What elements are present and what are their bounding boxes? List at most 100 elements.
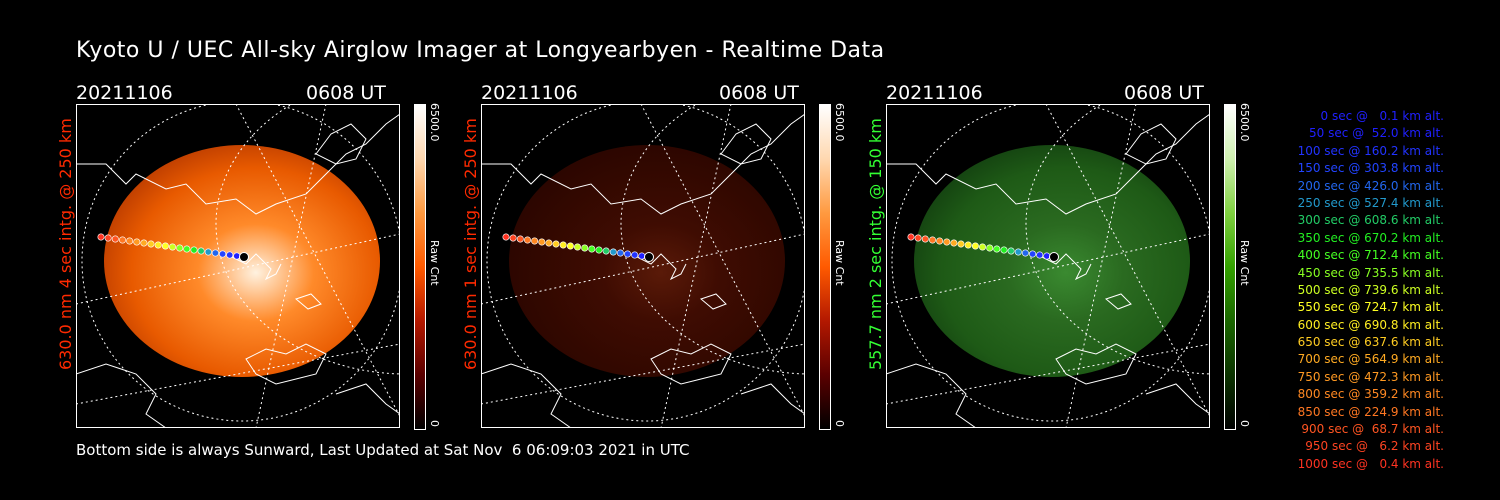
colorbar-2-unit: Raw Cnt: [833, 240, 846, 286]
airglow-image-panel-1: [76, 104, 400, 428]
panel3-time: 0608 UT: [1124, 82, 1204, 104]
colorbar-3: [1224, 104, 1236, 430]
track-point: [631, 251, 639, 259]
legend-row: 450 sec @ 735.5 km alt.: [1297, 265, 1444, 280]
legend-row: 600 sec @ 690.8 km alt.: [1297, 317, 1444, 332]
legend-row: 900 sec @ 68.7 km alt.: [1301, 422, 1444, 437]
track-point: [169, 243, 177, 251]
track-point: [1021, 249, 1029, 257]
colorbar-2: [819, 104, 831, 430]
track-point: [993, 245, 1001, 253]
track-point: [986, 244, 994, 252]
track-point: [1000, 246, 1008, 254]
legend-row: 650 sec @ 637.6 km alt.: [1297, 335, 1444, 350]
track-point: [523, 236, 531, 244]
track-point: [921, 235, 929, 243]
track-point: [609, 248, 617, 256]
track-point: [928, 236, 936, 244]
colorbar-3-max: 6500.0: [1238, 103, 1251, 142]
colorbar-1-max: 6500.0: [428, 103, 441, 142]
footer-note: Bottom side is always Sunward, Last Upda…: [76, 441, 690, 459]
legend-row: 250 sec @ 527.4 km alt.: [1297, 195, 1444, 210]
track-point: [1007, 247, 1015, 255]
track-point: [979, 243, 987, 251]
track-point: [190, 246, 198, 254]
track-point: [581, 244, 589, 252]
track-point: [1029, 250, 1037, 258]
track-point: [552, 240, 560, 248]
track-point: [502, 233, 510, 241]
track-point: [126, 237, 134, 245]
track-point: [638, 252, 646, 260]
track-point: [183, 245, 191, 253]
panel1-ylabel: 630.0 nm 4 sec intg. @ 250 km: [56, 118, 75, 370]
colorbar-3-min: 0: [1238, 420, 1251, 427]
track-point: [574, 243, 582, 251]
track-point: [914, 234, 922, 242]
track-point: [140, 239, 148, 247]
track-point: [97, 233, 105, 241]
panel2-time: 0608 UT: [719, 82, 799, 104]
track-point: [559, 241, 567, 249]
legend-row: 550 sec @ 724.7 km alt.: [1297, 300, 1444, 315]
track-point: [907, 233, 915, 241]
station-marker: [1049, 252, 1059, 262]
track-point: [971, 242, 979, 250]
legend-row: 350 sec @ 670.2 km alt.: [1297, 230, 1444, 245]
panel2-date: 20211106: [481, 82, 578, 104]
track-point: [111, 235, 119, 243]
legend-row: 300 sec @ 608.6 km alt.: [1297, 213, 1444, 228]
legend-row: 1000 sec @ 0.4 km alt.: [1297, 456, 1444, 471]
track-point: [233, 252, 241, 260]
track-point: [197, 247, 205, 255]
track-point: [154, 241, 162, 249]
legend-row: 500 sec @ 739.6 km alt.: [1297, 282, 1444, 297]
track-point: [936, 237, 944, 245]
track-point: [1036, 251, 1044, 259]
track-point: [1043, 252, 1051, 260]
track-point: [545, 239, 553, 247]
panel1-time: 0608 UT: [306, 82, 386, 104]
colorbar-2-max: 6500.0: [833, 103, 846, 142]
track-point: [950, 239, 958, 247]
legend-row: 0 sec @ 0.1 km alt.: [1320, 109, 1445, 123]
track-point: [531, 237, 539, 245]
track-point: [104, 234, 112, 242]
airglow-image-panel-3: [886, 104, 1210, 428]
panel3-date: 20211106: [886, 82, 983, 104]
track-point: [943, 238, 951, 246]
airglow-image-panel-2: [481, 104, 805, 428]
colorbar-3-unit: Raw Cnt: [1238, 240, 1251, 286]
legend-row: 800 sec @ 359.2 km alt.: [1297, 387, 1444, 402]
track-point: [624, 250, 632, 258]
track-point: [509, 234, 517, 242]
colorbar-1-unit: Raw Cnt: [428, 240, 441, 286]
track-point: [538, 238, 546, 246]
track-point: [588, 245, 596, 253]
track-point: [133, 238, 141, 246]
panel1-date: 20211106: [76, 82, 173, 104]
track-point: [957, 240, 965, 248]
track-point: [118, 236, 126, 244]
legend-row: 750 sec @ 472.3 km alt.: [1297, 369, 1444, 384]
track-point: [219, 250, 227, 258]
station-marker: [239, 252, 249, 262]
track-point: [147, 240, 155, 248]
track-point: [1014, 248, 1022, 256]
station-marker: [644, 252, 654, 262]
track-point: [176, 244, 184, 252]
track-point: [226, 251, 234, 259]
legend-row: 400 sec @ 712.4 km alt.: [1297, 248, 1444, 263]
panel2-ylabel: 630.0 nm 1 sec intg. @ 250 km: [461, 118, 480, 370]
legend-row: 850 sec @ 224.9 km alt.: [1297, 404, 1444, 419]
altitude-legend: 0 sec @ 0.1 km alt. 50 sec @ 52.0 km alt.…: [1262, 108, 1444, 473]
legend-row: 50 sec @ 52.0 km alt.: [1309, 126, 1444, 141]
legend-row: 200 sec @ 426.0 km alt.: [1297, 178, 1444, 193]
track-point: [161, 242, 169, 250]
track-point: [566, 242, 574, 250]
legend-row: 150 sec @ 303.8 km alt.: [1297, 161, 1444, 176]
track-point: [211, 249, 219, 257]
page-title: Kyoto U / UEC All-sky Airglow Imager at …: [76, 38, 885, 63]
colorbar-1-min: 0: [428, 420, 441, 427]
legend-row: 700 sec @ 564.9 km alt.: [1297, 352, 1444, 367]
